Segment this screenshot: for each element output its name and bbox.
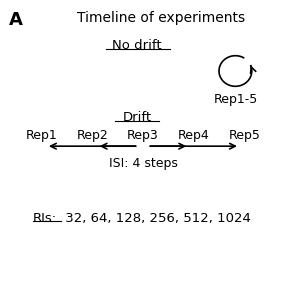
Text: Rep2: Rep2: [76, 130, 108, 143]
Text: 32, 64, 128, 256, 512, 1024: 32, 64, 128, 256, 512, 1024: [61, 212, 251, 225]
Text: Drift: Drift: [123, 111, 151, 124]
Text: Rep3: Rep3: [127, 130, 159, 143]
Text: ISI: 4 steps: ISI: 4 steps: [109, 157, 177, 170]
Text: Rep1-5: Rep1-5: [213, 93, 257, 106]
Text: A: A: [9, 11, 22, 29]
Text: Timeline of experiments: Timeline of experiments: [77, 11, 245, 25]
Text: Rep5: Rep5: [228, 130, 260, 143]
Text: RIs:: RIs:: [33, 212, 57, 225]
Text: No drift: No drift: [112, 39, 162, 52]
Text: Rep1: Rep1: [26, 130, 57, 143]
Text: Rep4: Rep4: [178, 130, 209, 143]
